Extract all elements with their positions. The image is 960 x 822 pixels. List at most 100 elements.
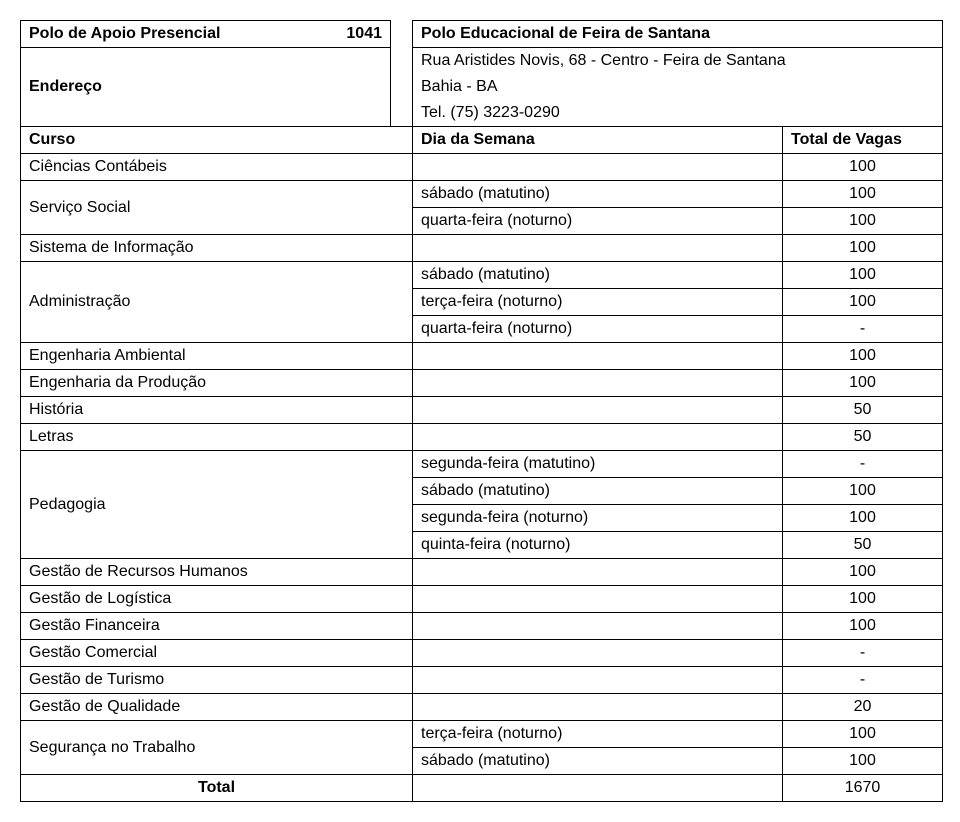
curso-label: Engenharia da Produção <box>21 370 413 397</box>
table-row: Gestão Comercial - <box>21 640 943 667</box>
cell-dia: quinta-feira (noturno) <box>413 532 783 559</box>
cell-dia: terça-feira (noturno) <box>413 721 783 748</box>
cell-dia <box>413 667 783 694</box>
cell-val: 100 <box>783 613 943 640</box>
cell-val: 50 <box>783 397 943 424</box>
cell-val: 100 <box>783 721 943 748</box>
cell-val: 20 <box>783 694 943 721</box>
curso-label: Pedagogia <box>21 451 413 559</box>
col-vagas: Total de Vagas <box>783 127 943 154</box>
cell-val: 100 <box>783 748 943 775</box>
polo-code: 1041 <box>311 21 391 48</box>
total-value: 1670 <box>783 775 943 802</box>
spacer <box>391 48 413 75</box>
cell-val: 100 <box>783 370 943 397</box>
address-line2: Bahia - BA <box>413 74 943 100</box>
curso-label: Sistema de Informação <box>21 235 413 262</box>
polo-table: Polo de Apoio Presencial 1041 Polo Educa… <box>20 20 943 802</box>
table-row: Segurança no Trabalho terça-feira (notur… <box>21 721 943 748</box>
curso-label: Engenharia Ambiental <box>21 343 413 370</box>
cell-dia: sábado (matutino) <box>413 262 783 289</box>
total-label: Total <box>21 775 413 802</box>
col-curso: Curso <box>21 127 413 154</box>
table-row: Pedagogia segunda-feira (matutino) - <box>21 451 943 478</box>
address-line1: Rua Aristides Novis, 68 - Centro - Feira… <box>413 48 943 75</box>
cell-val: - <box>783 667 943 694</box>
table-row: Administração sábado (matutino) 100 <box>21 262 943 289</box>
column-headers: Curso Dia da Semana Total de Vagas <box>21 127 943 154</box>
curso-label: Gestão de Logística <box>21 586 413 613</box>
curso-label: Gestão de Turismo <box>21 667 413 694</box>
cell-dia <box>413 640 783 667</box>
cell-dia: quarta-feira (noturno) <box>413 316 783 343</box>
polo-label: Polo de Apoio Presencial <box>21 21 311 48</box>
cell-dia <box>413 235 783 262</box>
cell-val: - <box>783 640 943 667</box>
header-row: Polo de Apoio Presencial 1041 Polo Educa… <box>21 21 943 48</box>
col-dia: Dia da Semana <box>413 127 783 154</box>
curso-label: História <box>21 397 413 424</box>
spacer <box>391 74 413 100</box>
cell-dia: segunda-feira (noturno) <box>413 505 783 532</box>
cell-val: 100 <box>783 586 943 613</box>
cell-val: 100 <box>783 478 943 505</box>
cell-dia <box>413 775 783 802</box>
table-row: Gestão Financeira 100 <box>21 613 943 640</box>
curso-label: Letras <box>21 424 413 451</box>
cell-val: 100 <box>783 262 943 289</box>
spacer <box>391 21 413 48</box>
table-row: Letras 50 <box>21 424 943 451</box>
spacer <box>391 100 413 127</box>
cell-dia <box>413 694 783 721</box>
curso-label: Serviço Social <box>21 181 413 235</box>
curso-label: Gestão de Recursos Humanos <box>21 559 413 586</box>
curso-label: Administração <box>21 262 413 343</box>
cell-val: 50 <box>783 532 943 559</box>
cell-dia: segunda-feira (matutino) <box>413 451 783 478</box>
table-row: Sistema de Informação 100 <box>21 235 943 262</box>
cell-val: 100 <box>783 181 943 208</box>
curso-label: Segurança no Trabalho <box>21 721 413 775</box>
cell-dia <box>413 343 783 370</box>
table-row: Engenharia da Produção 100 <box>21 370 943 397</box>
curso-label: Gestão Financeira <box>21 613 413 640</box>
table-row: Gestão de Recursos Humanos 100 <box>21 559 943 586</box>
cell-dia: terça-feira (noturno) <box>413 289 783 316</box>
address-row-1: Endereço Rua Aristides Novis, 68 - Centr… <box>21 48 943 75</box>
cell-val: 100 <box>783 343 943 370</box>
table-row: Ciências Contábeis 100 <box>21 154 943 181</box>
polo-name: Polo Educacional de Feira de Santana <box>413 21 943 48</box>
curso-label: Gestão Comercial <box>21 640 413 667</box>
cell-val: 100 <box>783 154 943 181</box>
address-line3: Tel. (75) 3223-0290 <box>413 100 943 127</box>
cell-dia: sábado (matutino) <box>413 181 783 208</box>
table-row: Gestão de Turismo - <box>21 667 943 694</box>
cell-dia <box>413 613 783 640</box>
curso-label: Ciências Contábeis <box>21 154 413 181</box>
cell-val: 100 <box>783 289 943 316</box>
cell-dia <box>413 370 783 397</box>
cell-val: 100 <box>783 208 943 235</box>
cell-val: 100 <box>783 235 943 262</box>
cell-dia: quarta-feira (noturno) <box>413 208 783 235</box>
cell-dia <box>413 154 783 181</box>
cell-val: - <box>783 316 943 343</box>
curso-label: Gestão de Qualidade <box>21 694 413 721</box>
table-row: Engenharia Ambiental 100 <box>21 343 943 370</box>
cell-dia: sábado (matutino) <box>413 748 783 775</box>
cell-dia <box>413 559 783 586</box>
cell-dia <box>413 424 783 451</box>
cell-val: - <box>783 451 943 478</box>
cell-dia <box>413 397 783 424</box>
cell-val: 100 <box>783 505 943 532</box>
table-row: Serviço Social sábado (matutino) 100 <box>21 181 943 208</box>
cell-val: 50 <box>783 424 943 451</box>
address-label: Endereço <box>21 48 391 127</box>
total-row: Total 1670 <box>21 775 943 802</box>
table-row: História 50 <box>21 397 943 424</box>
cell-dia: sábado (matutino) <box>413 478 783 505</box>
table-row: Gestão de Logística 100 <box>21 586 943 613</box>
table-row: Gestão de Qualidade 20 <box>21 694 943 721</box>
cell-val: 100 <box>783 559 943 586</box>
cell-dia <box>413 586 783 613</box>
